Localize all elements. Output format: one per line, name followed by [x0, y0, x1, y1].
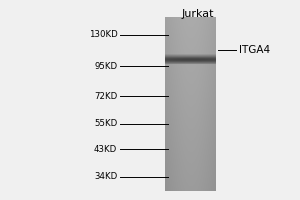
Text: 130KD: 130KD: [88, 30, 117, 39]
Text: 72KD: 72KD: [94, 92, 117, 101]
Text: 95KD: 95KD: [94, 62, 117, 71]
Text: Jurkat: Jurkat: [181, 9, 214, 19]
Text: 34KD: 34KD: [94, 172, 117, 181]
Bar: [215, 1, 298, 199]
Text: ITGA4: ITGA4: [239, 45, 270, 55]
Text: 55KD: 55KD: [94, 119, 117, 128]
Bar: [2, 1, 165, 199]
Text: 43KD: 43KD: [94, 145, 117, 154]
